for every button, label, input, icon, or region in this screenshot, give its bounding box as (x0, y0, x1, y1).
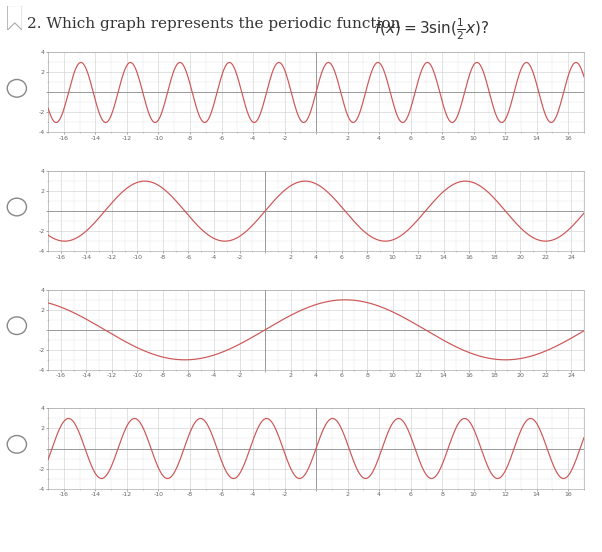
Text: 2. Which graph represents the periodic function: 2. Which graph represents the periodic f… (27, 17, 405, 30)
Text: $f(x) = 3\sin(\frac{1}{2}x)$?: $f(x) = 3\sin(\frac{1}{2}x)$? (374, 17, 489, 42)
